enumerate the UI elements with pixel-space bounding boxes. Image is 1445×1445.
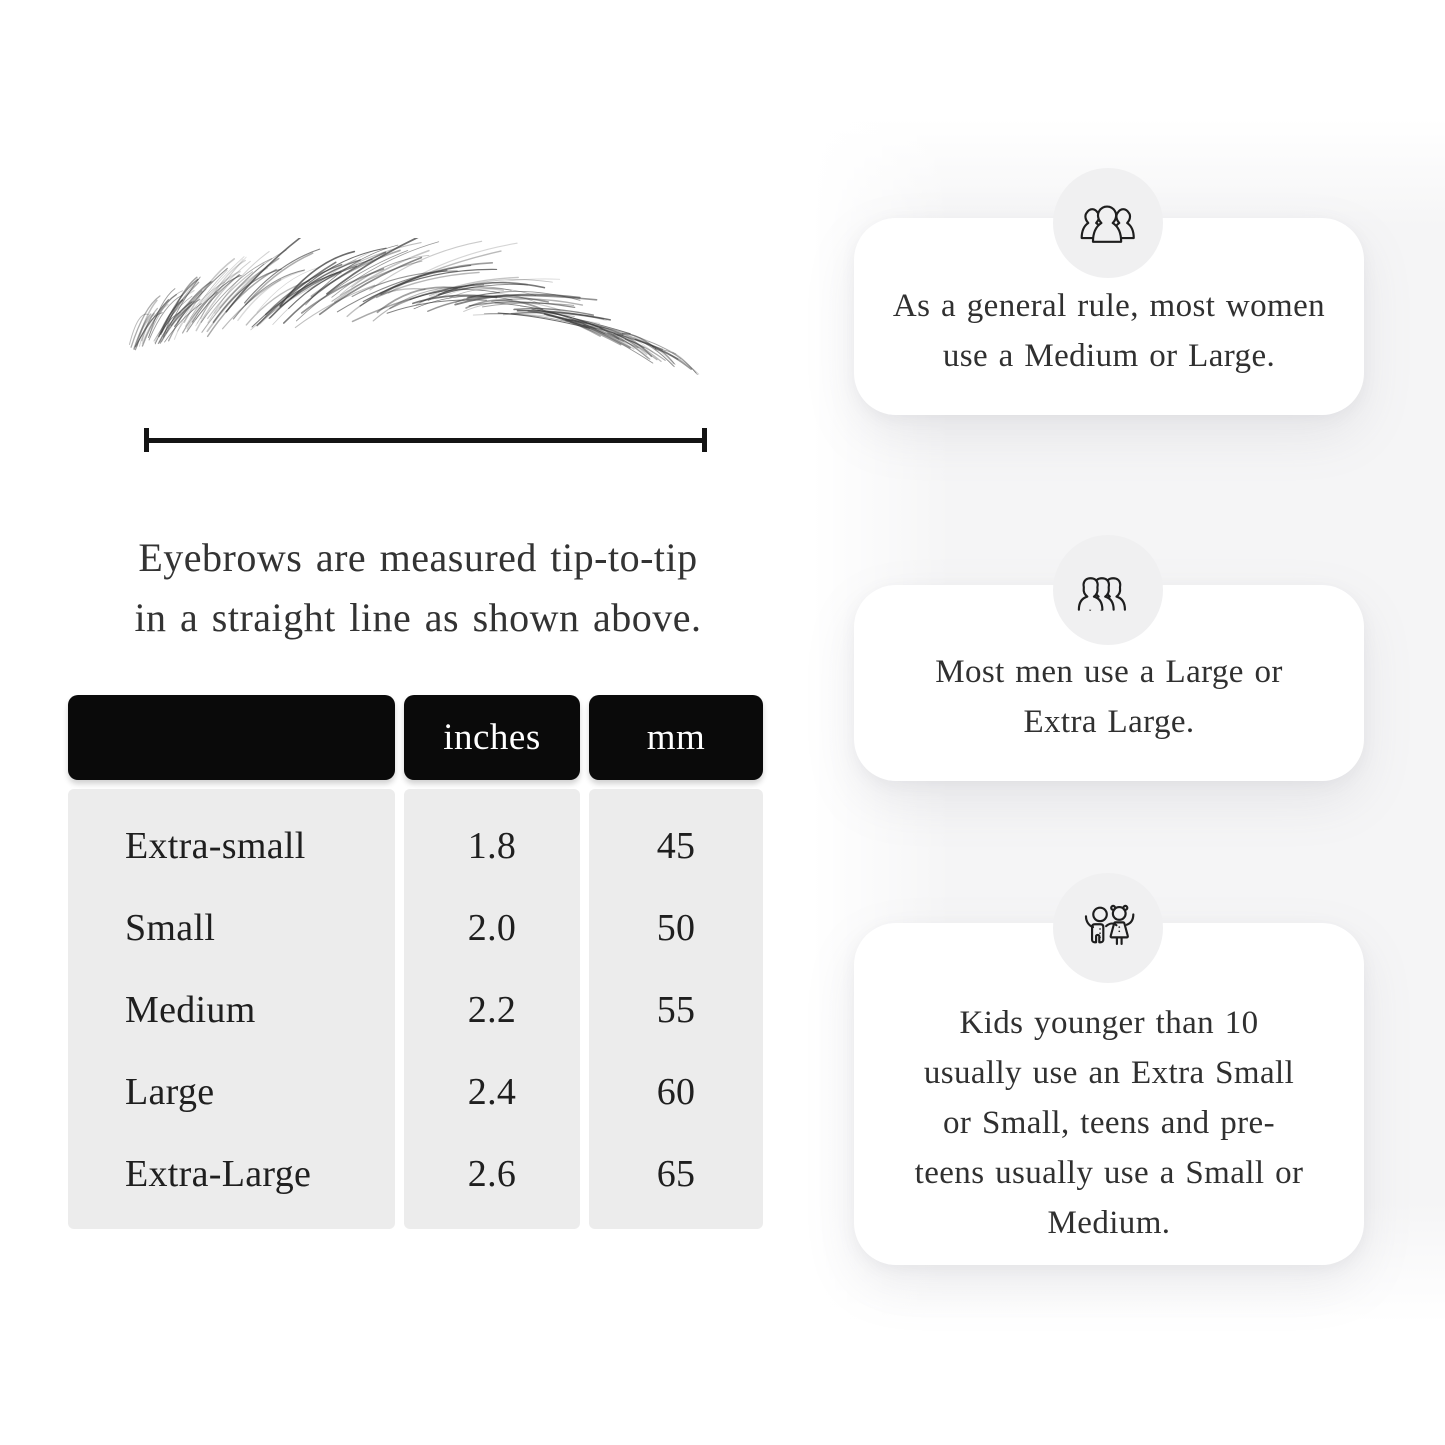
size-row-inches: 1.8 — [467, 825, 517, 867]
size-table: Extra-small Small Medium Large Extra-Lar… — [68, 695, 763, 1229]
size-table-header-blank — [68, 695, 395, 780]
size-row-inches: 2.2 — [467, 989, 517, 1031]
size-row-mm: 60 — [656, 1071, 696, 1113]
size-table-inches-column: inches 1.8 2.0 2.2 2.4 2.6 — [404, 695, 580, 1229]
size-table-inches-cells: 1.8 2.0 2.2 2.4 2.6 — [404, 789, 580, 1229]
size-table-header-mm: mm — [589, 695, 763, 780]
size-table-header-inches: inches — [404, 695, 580, 780]
info-card-women: As a general rule, most women use a Medi… — [854, 218, 1364, 415]
size-row-inches: 2.6 — [467, 1153, 517, 1195]
size-row-label: Large — [125, 1071, 215, 1113]
size-row-mm: 45 — [656, 825, 696, 867]
eyebrow-illustration — [128, 238, 700, 375]
size-row-label: Extra-Large — [125, 1153, 312, 1195]
size-row-label: Small — [125, 907, 216, 949]
info-card-men-text: Most men use a Large or Extra Large. — [935, 654, 1283, 740]
diagram-caption-line1: Eyebrows are measured tip-to-tip — [138, 535, 698, 580]
size-row-inches: 2.4 — [467, 1071, 517, 1113]
size-table-label-column: Extra-small Small Medium Large Extra-Lar… — [68, 695, 395, 1229]
size-row-inches: 2.0 — [467, 907, 517, 949]
info-card-women-text: As a general rule, most women use a Medi… — [892, 287, 1326, 374]
size-row-label: Extra-small — [125, 825, 306, 867]
size-table-mm-cells: 45 50 55 60 65 — [589, 789, 763, 1229]
info-card-kids-text: Kids younger than 10 usually use an Extr… — [914, 1005, 1304, 1241]
women-group-icon — [1053, 168, 1163, 278]
measurement-line — [144, 428, 707, 452]
size-row-mm: 55 — [656, 989, 696, 1031]
diagram-caption: Eyebrows are measured tip-to-tip in a st… — [58, 528, 778, 648]
size-row-mm: 65 — [656, 1153, 696, 1195]
size-row-label: Medium — [125, 989, 256, 1031]
size-table-mm-column: mm 45 50 55 60 65 — [589, 695, 763, 1229]
size-row-mm: 50 — [656, 907, 696, 949]
men-group-icon — [1053, 535, 1163, 645]
size-table-label-cells: Extra-small Small Medium Large Extra-Lar… — [68, 789, 395, 1229]
measurement-line-bar — [149, 437, 702, 443]
kids-icon — [1053, 873, 1163, 983]
diagram-caption-line2: in a straight line as shown above. — [134, 595, 702, 640]
